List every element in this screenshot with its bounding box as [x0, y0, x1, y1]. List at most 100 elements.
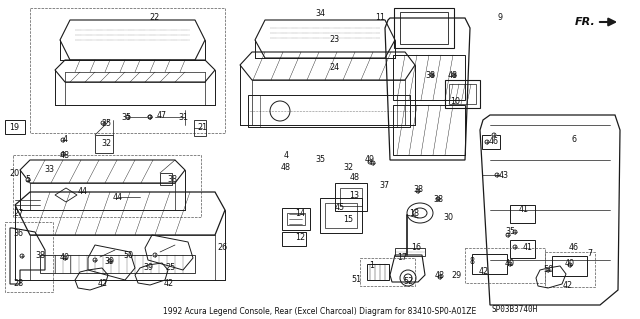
- Circle shape: [371, 161, 375, 165]
- Text: 31: 31: [178, 113, 188, 122]
- Circle shape: [148, 115, 152, 119]
- Circle shape: [148, 115, 152, 119]
- Text: 26: 26: [217, 243, 227, 253]
- Circle shape: [153, 253, 157, 257]
- Circle shape: [506, 233, 510, 237]
- Text: 8: 8: [470, 257, 474, 266]
- Text: 38: 38: [413, 186, 423, 195]
- Bar: [160, 173, 172, 185]
- Bar: [320, 198, 362, 233]
- Text: 48: 48: [60, 151, 70, 160]
- Text: 48: 48: [435, 271, 445, 280]
- Text: 23: 23: [329, 35, 339, 44]
- Text: 37: 37: [379, 182, 389, 190]
- Text: 29: 29: [451, 271, 461, 280]
- Text: 4: 4: [284, 151, 289, 160]
- Circle shape: [20, 254, 24, 258]
- Text: 9: 9: [497, 13, 502, 23]
- Text: 1: 1: [369, 262, 374, 271]
- Circle shape: [495, 173, 499, 177]
- Bar: [395, 248, 425, 256]
- Text: 46: 46: [569, 243, 579, 253]
- Bar: [287, 213, 305, 225]
- Text: 38: 38: [425, 70, 435, 79]
- Text: 50: 50: [123, 250, 133, 259]
- Text: 34: 34: [315, 10, 325, 19]
- Bar: [552, 256, 587, 276]
- Text: 27: 27: [13, 209, 23, 218]
- Text: 38: 38: [433, 195, 443, 204]
- Bar: [367, 264, 389, 280]
- Text: FR.: FR.: [575, 17, 595, 27]
- Bar: [30, 8, 225, 133]
- Text: 12: 12: [295, 233, 305, 241]
- Text: 44: 44: [113, 192, 123, 202]
- Text: 42: 42: [563, 280, 573, 290]
- Text: 42: 42: [479, 268, 489, 277]
- Text: 32: 32: [101, 138, 111, 147]
- Bar: [5, 120, 25, 134]
- Bar: [393, 55, 465, 100]
- Text: 10: 10: [450, 98, 460, 107]
- Bar: [248, 95, 410, 127]
- Text: 25: 25: [166, 263, 176, 271]
- Text: 35: 35: [505, 227, 515, 236]
- Text: 45: 45: [335, 203, 345, 211]
- Bar: [394, 8, 454, 48]
- Bar: [340, 188, 362, 206]
- Text: 30: 30: [443, 213, 453, 222]
- Bar: [393, 105, 465, 155]
- Circle shape: [513, 245, 517, 249]
- Text: 6: 6: [572, 136, 577, 145]
- Text: 36: 36: [13, 228, 23, 238]
- Circle shape: [61, 152, 65, 156]
- Text: 17: 17: [397, 254, 407, 263]
- Circle shape: [430, 73, 434, 77]
- Bar: [510, 205, 535, 223]
- Text: 14: 14: [295, 209, 305, 218]
- Text: 15: 15: [343, 214, 353, 224]
- Bar: [449, 84, 476, 104]
- Bar: [510, 240, 535, 258]
- Text: 16: 16: [411, 243, 421, 253]
- Text: 48: 48: [281, 164, 291, 173]
- Text: 5: 5: [26, 174, 31, 183]
- Text: 41: 41: [519, 205, 529, 214]
- Text: 42: 42: [98, 279, 108, 288]
- Circle shape: [368, 160, 372, 164]
- Text: 22: 22: [149, 13, 159, 23]
- Bar: [472, 254, 507, 274]
- Text: 38: 38: [35, 251, 45, 261]
- Text: 39: 39: [104, 256, 114, 265]
- Text: 28: 28: [13, 279, 23, 288]
- Circle shape: [568, 263, 572, 267]
- Text: 48: 48: [350, 174, 360, 182]
- Bar: [13, 155, 201, 217]
- Circle shape: [26, 178, 30, 182]
- Circle shape: [513, 230, 517, 234]
- Bar: [545, 252, 595, 287]
- Circle shape: [61, 138, 65, 142]
- Circle shape: [452, 73, 456, 77]
- Circle shape: [101, 121, 105, 125]
- Text: 48: 48: [448, 70, 458, 79]
- Text: 33: 33: [44, 166, 54, 174]
- Text: 39: 39: [143, 263, 153, 272]
- Text: 50: 50: [543, 265, 553, 275]
- Bar: [445, 80, 480, 108]
- Text: 40: 40: [505, 259, 515, 269]
- Text: 41: 41: [523, 242, 533, 251]
- Circle shape: [126, 115, 130, 119]
- Bar: [465, 248, 545, 283]
- Bar: [5, 222, 53, 292]
- Circle shape: [546, 268, 550, 272]
- Text: 18: 18: [409, 209, 419, 218]
- Text: 7: 7: [588, 249, 593, 258]
- Circle shape: [508, 262, 512, 266]
- Bar: [360, 258, 415, 286]
- Text: 47: 47: [157, 110, 167, 120]
- Bar: [40, 255, 195, 273]
- Circle shape: [438, 275, 442, 279]
- Circle shape: [436, 197, 440, 201]
- Circle shape: [485, 140, 489, 144]
